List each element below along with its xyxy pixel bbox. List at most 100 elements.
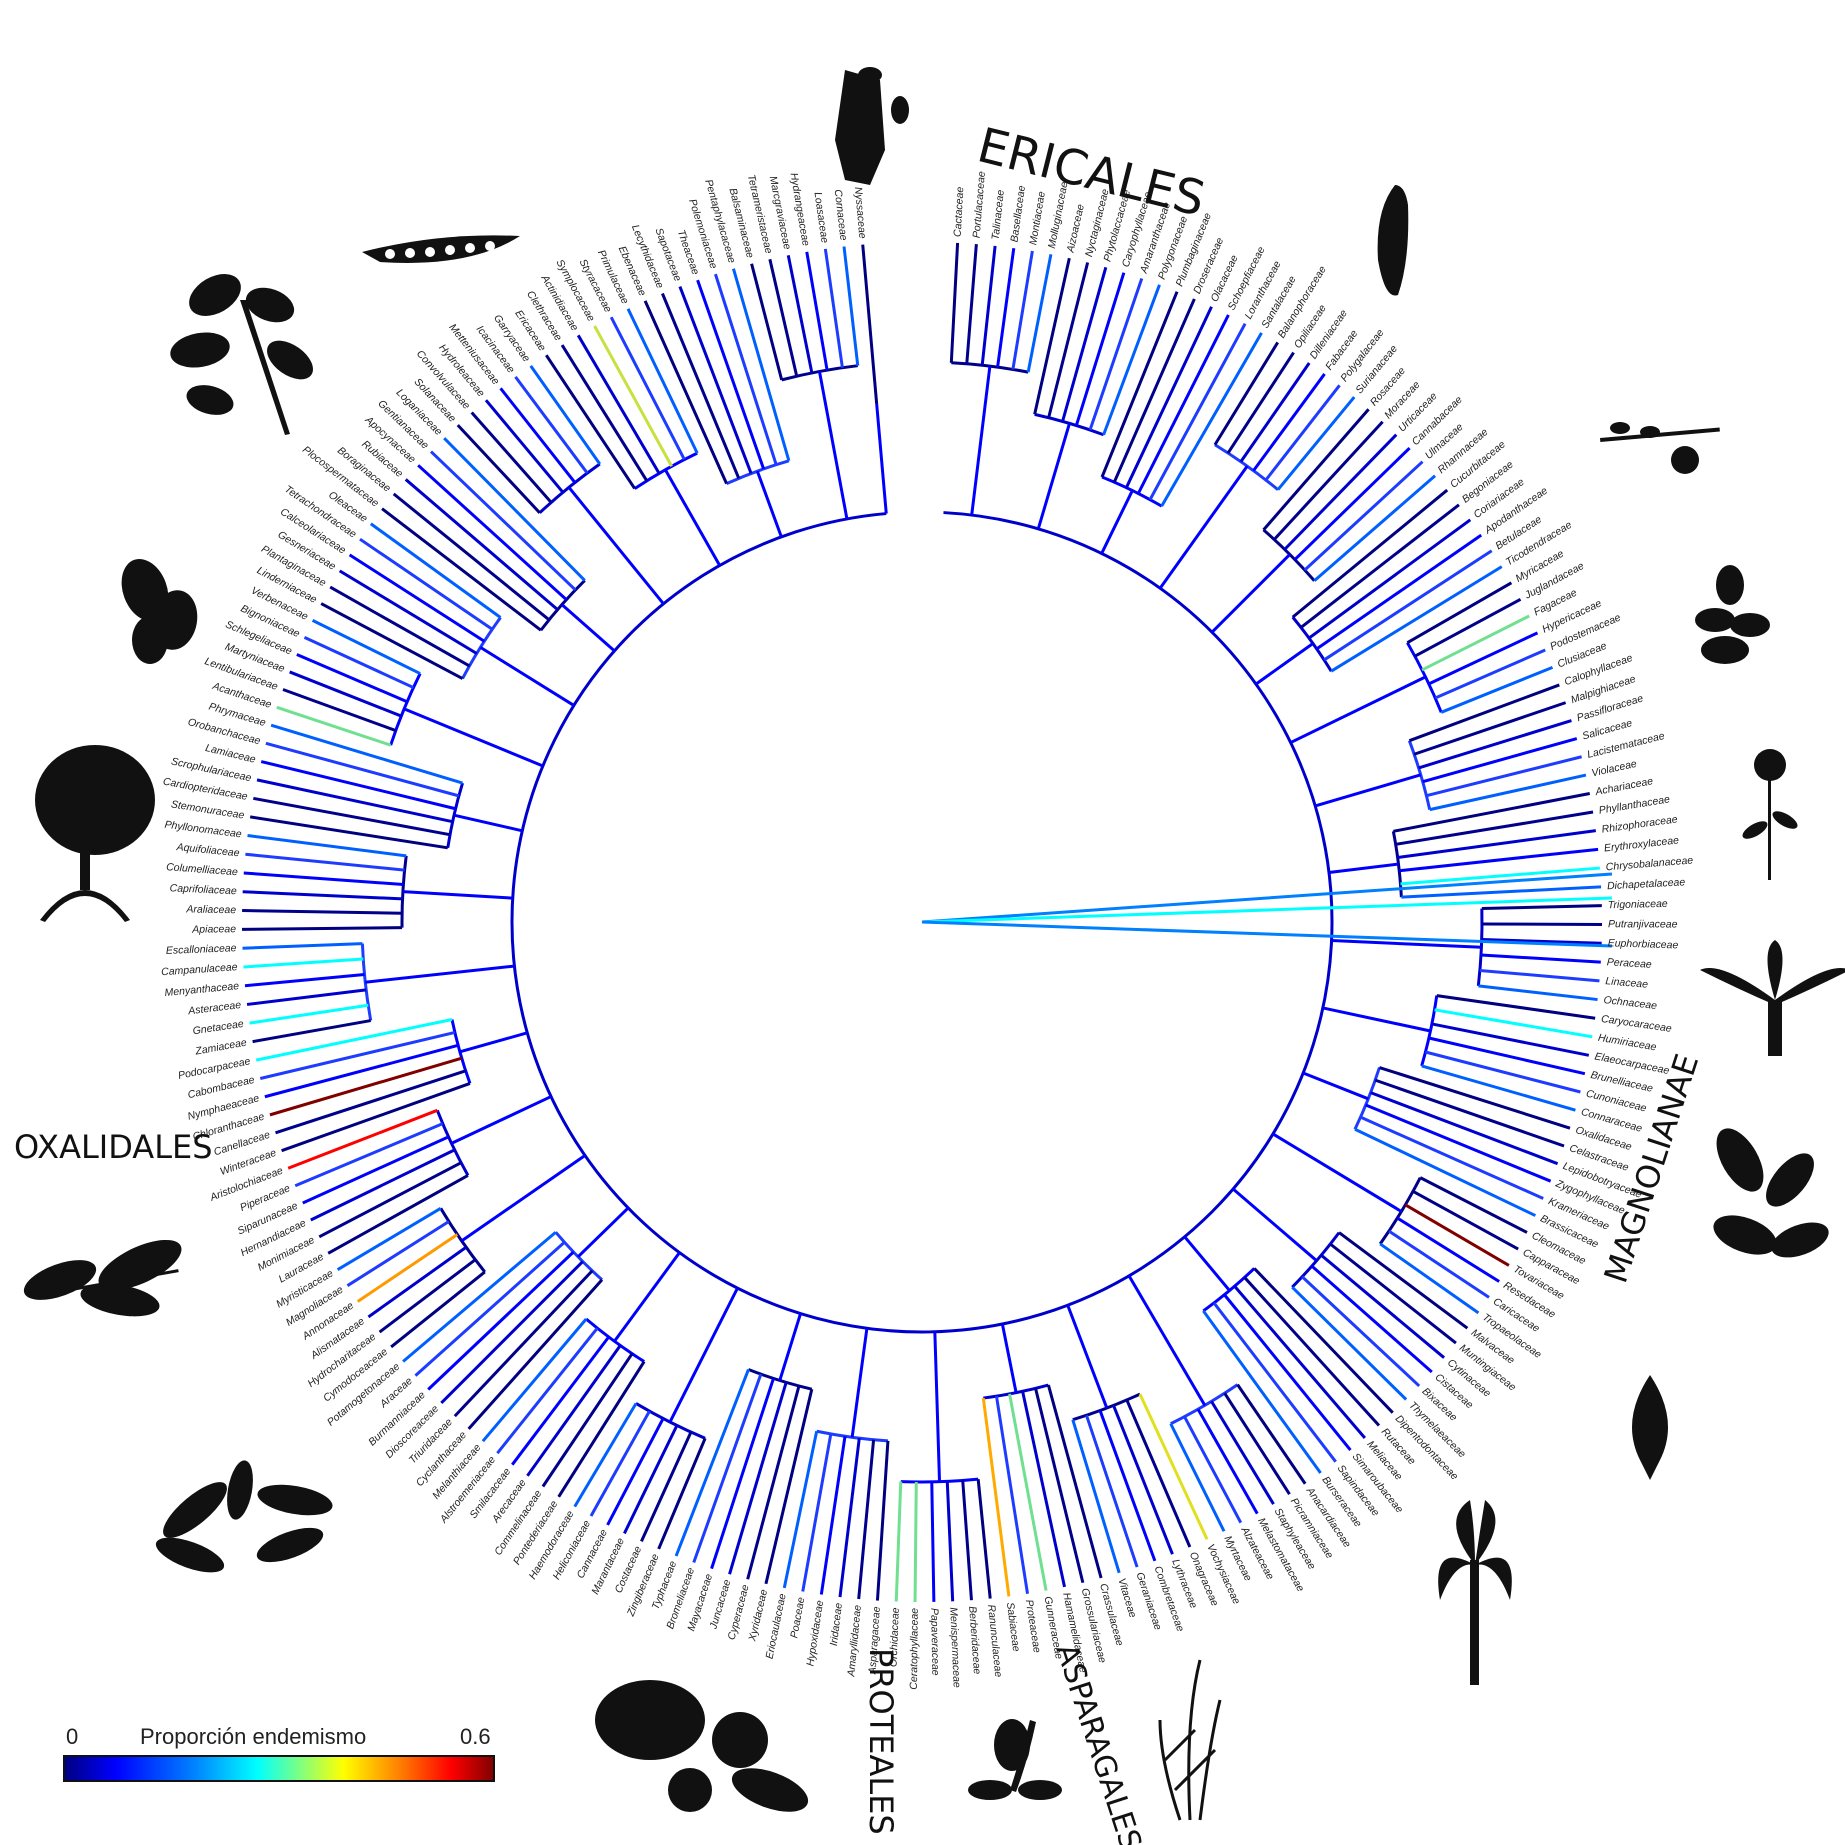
branch-gnetaceae bbox=[249, 1003, 369, 1025]
branch-cleomaceae bbox=[1419, 1176, 1528, 1234]
tip-label-asteraceae: Asteraceae bbox=[187, 999, 242, 1017]
branch-begoniaceae bbox=[1300, 503, 1460, 629]
branch-aizoaceae bbox=[1033, 257, 1071, 415]
branch-sabiaceae bbox=[981, 1397, 1011, 1597]
branch-phyllanthaceae bbox=[1395, 810, 1594, 846]
branch-araceae bbox=[414, 1241, 566, 1377]
branch-santalaceae bbox=[1160, 332, 1263, 507]
legend-colorbar bbox=[63, 1755, 495, 1782]
branch-escalloniaceae bbox=[242, 942, 363, 950]
branch-eriocaulaceae bbox=[782, 1430, 819, 1589]
branch-oleaceae bbox=[369, 522, 502, 619]
branch-simaroubaceae bbox=[1223, 1293, 1352, 1452]
branch-iridaceae bbox=[838, 1438, 861, 1598]
branch-asparagaceae bbox=[875, 1440, 890, 1601]
branch-papaveraceae bbox=[930, 1481, 936, 1602]
tip-label-putranjivaceae: Putranjivaceae bbox=[1608, 918, 1678, 930]
branch-burseraceae bbox=[1202, 1310, 1322, 1474]
branch-vitaceae bbox=[1071, 1419, 1121, 1574]
branch-apocynaceae bbox=[417, 464, 568, 601]
branch-rhamnaceae bbox=[1313, 474, 1437, 582]
branch-phyllonomaceae bbox=[247, 834, 407, 858]
branch-peraceae bbox=[1480, 953, 1601, 964]
branch-bixaceae bbox=[1301, 1275, 1421, 1388]
tip-label-chrysobalanaceae: Chrysobalanaceae bbox=[1605, 854, 1693, 873]
branch-poaceae bbox=[801, 1433, 833, 1592]
clade-stem bbox=[1272, 1132, 1403, 1213]
branch-bignoniaceae bbox=[303, 635, 415, 689]
branch-amaryllidaceae bbox=[857, 1439, 876, 1600]
tip-label-hypoxidaceae: Hypoxidaceae bbox=[804, 1599, 826, 1667]
branch-actinidiaceae bbox=[576, 334, 661, 475]
branch-clusiaceae bbox=[1440, 665, 1554, 714]
tip-label-araliaceae: Araliaceae bbox=[185, 903, 236, 916]
tip-label-euphorbiaceae: Euphorbiaceae bbox=[1607, 937, 1678, 951]
branch-apodanthaceae bbox=[1315, 533, 1483, 651]
tip-label-dichapetalaceae: Dichapetalaceae bbox=[1607, 876, 1686, 892]
branch-triuridaceae bbox=[453, 1269, 594, 1418]
branch-chrysobalanaceae bbox=[1400, 866, 1600, 886]
branch-hydrocharitaceae bbox=[378, 1258, 477, 1334]
branch-loganiaceae bbox=[443, 437, 586, 582]
branch-pentaphylacaceae bbox=[731, 268, 791, 462]
branch-metteniusaceae bbox=[499, 387, 577, 484]
clade-stem bbox=[1000, 1323, 1018, 1393]
branch-portulacaceae bbox=[965, 244, 978, 364]
branch-combretaceae bbox=[1098, 1410, 1157, 1562]
branch-lamiaceae bbox=[260, 760, 456, 811]
clade-stem bbox=[460, 1154, 586, 1243]
arum-spathe-icon bbox=[1632, 1375, 1668, 1480]
branch-anacardiaceae bbox=[1236, 1383, 1307, 1485]
branch-cytinaceae bbox=[1320, 1254, 1446, 1359]
clade-stem bbox=[970, 365, 992, 516]
branch-icacinaceae bbox=[514, 375, 589, 474]
tip-label-aizoaceae: Aizoaceae bbox=[1064, 203, 1087, 255]
branch-salicaceae bbox=[1422, 737, 1578, 784]
branch-muntingiaceae bbox=[1329, 1242, 1457, 1345]
branch-dipentodontaceae bbox=[1253, 1267, 1394, 1414]
branch-aristolochiaceae bbox=[287, 1108, 438, 1170]
branch-juglandaceae bbox=[1414, 597, 1522, 658]
branch-xyridaceae bbox=[764, 1388, 814, 1585]
clade-stem bbox=[365, 964, 515, 984]
branch-montiaceae bbox=[1011, 250, 1034, 370]
branch-surianaceae bbox=[1276, 396, 1356, 491]
branch-mayacaceae bbox=[710, 1377, 775, 1570]
branch-acanthaceae bbox=[276, 705, 392, 747]
tip-label-sabiaceae: Sabiaceae bbox=[1004, 1602, 1022, 1653]
branch-alismataceae bbox=[367, 1246, 467, 1319]
branch-lecythidaceae bbox=[661, 292, 741, 479]
branch-convolvulaceae bbox=[470, 411, 553, 504]
compound-leaf-icon bbox=[155, 1460, 333, 1573]
branch-verbenaceae bbox=[311, 619, 421, 675]
branch-martyniaceae bbox=[289, 670, 402, 718]
tip-label-phyllonomaceae: Phyllonomaceae bbox=[164, 819, 243, 841]
legend-title: Proporción endemismo bbox=[140, 1724, 366, 1749]
branch-cannaceae bbox=[606, 1417, 665, 1526]
branch-podocarpaceae bbox=[255, 1018, 453, 1062]
branch-cornaceae bbox=[842, 246, 860, 366]
tip-label-violaceae: Violaceae bbox=[1590, 758, 1638, 780]
branch-thymelaeaceae bbox=[1291, 1286, 1408, 1401]
tip-label-phyllanthaceae: Phyllanthaceae bbox=[1598, 793, 1671, 816]
legend-min: 0 bbox=[66, 1724, 78, 1749]
clade-stem bbox=[1158, 465, 1249, 590]
clade-stem bbox=[1183, 1235, 1231, 1292]
tip-label-ceratophyllaceae: Ceratophyllaceae bbox=[908, 1608, 921, 1690]
branch-ericaceae bbox=[545, 354, 636, 490]
branch-caricaceae bbox=[1388, 1229, 1490, 1299]
tip-label-achariaceae: Achariaceae bbox=[1593, 775, 1654, 798]
branch-trigoniaceae bbox=[1481, 904, 1602, 911]
branch-capparaceae bbox=[1412, 1190, 1519, 1251]
branch-clethraceae bbox=[560, 344, 649, 482]
branch-dichapetalaceae bbox=[1401, 885, 1602, 899]
branch-dioscoreaceae bbox=[440, 1260, 584, 1405]
branch-polemoniaceae bbox=[714, 273, 778, 466]
tip-label-berberidaceae: Berberidaceae bbox=[966, 1606, 983, 1675]
branch-marantaceae bbox=[623, 1424, 679, 1535]
branch-ticodendraceae bbox=[1330, 565, 1503, 673]
seed-pods-icon bbox=[121, 559, 198, 664]
branch-onagraceae bbox=[1125, 1399, 1192, 1548]
leafy-branch-icon bbox=[170, 274, 313, 435]
branch-cabombaceae bbox=[259, 1031, 456, 1080]
